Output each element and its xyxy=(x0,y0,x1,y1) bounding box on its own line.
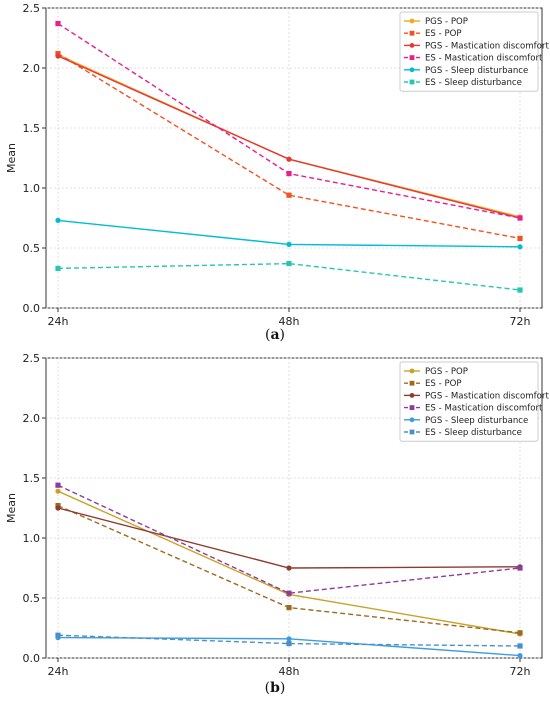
legend-box xyxy=(399,11,539,92)
series-line-2 xyxy=(57,53,521,240)
legend-label: ES - Mastication discomfort xyxy=(425,404,543,414)
series-6-point xyxy=(286,641,292,647)
legend-label: ES - Mastication discomfort xyxy=(425,54,543,64)
series-4-point xyxy=(517,215,523,221)
y-tick-label: 1.5 xyxy=(23,472,41,485)
legend-label: ES - POP xyxy=(425,29,462,39)
y-tick-label: 1.0 xyxy=(23,182,41,195)
legend-swatch-marker xyxy=(409,417,415,423)
legend-swatch-marker xyxy=(409,405,415,410)
series-6-point xyxy=(55,632,61,638)
legend-label: PGS - Sleep disturbance xyxy=(425,66,528,76)
legend-swatch-marker xyxy=(409,67,415,73)
series-5-point xyxy=(517,244,523,250)
legend-swatch-marker xyxy=(409,30,415,36)
series-6-point xyxy=(55,265,61,271)
caption-b: (b) xyxy=(264,680,286,696)
y-axis-label: Mean xyxy=(5,143,18,173)
legend-swatch-marker xyxy=(409,368,415,374)
legend-label: ES - Sleep disturbance xyxy=(425,78,522,88)
legend-label: ES - POP xyxy=(425,379,462,389)
legend-box xyxy=(399,361,539,442)
x-tick-label: 72h xyxy=(510,665,531,675)
series-4-point xyxy=(55,482,61,488)
x-tick-label: 72h xyxy=(510,315,531,325)
y-tick-label: 0.0 xyxy=(23,652,41,665)
series-3-point xyxy=(55,505,61,511)
series-line-6 xyxy=(57,634,521,647)
series-3-point xyxy=(286,156,292,162)
y-tick-label: 1.5 xyxy=(23,122,41,135)
series-5-point xyxy=(286,636,292,642)
legend-swatch-marker xyxy=(409,79,415,85)
y-tick-label: 0.5 xyxy=(23,592,41,605)
series-2-point xyxy=(286,605,292,611)
legend-label: PGS - POP xyxy=(425,367,468,377)
legend-label: PGS - POP xyxy=(425,17,468,27)
y-tick-label: 1.0 xyxy=(23,532,41,545)
legend-swatch-marker xyxy=(409,55,415,60)
legend-swatch-marker xyxy=(409,43,415,48)
series-1-point xyxy=(55,488,61,494)
legend-label: ES - Sleep disturbance xyxy=(425,428,522,438)
y-tick-label: 0.0 xyxy=(23,302,41,315)
x-tick-label: 48h xyxy=(279,665,300,675)
legend-label: PGS - Sleep disturbance xyxy=(425,416,528,426)
legend-swatch-marker xyxy=(409,18,415,24)
legend-label: PGS - Mastication discomfort xyxy=(425,41,549,51)
legend-swatch-marker xyxy=(409,429,415,435)
x-tick-label: 24h xyxy=(48,665,69,675)
x-tick-label: 24h xyxy=(48,315,69,325)
y-tick-label: 2.5 xyxy=(23,352,41,365)
series-4-point xyxy=(286,590,292,596)
y-axis-label: Mean xyxy=(5,493,18,523)
series-4-point xyxy=(55,21,61,27)
chart-a: 0.0 0.5 1.0 1.5 2.0 2.5 24h 48h 72h Mean PGS - POP… xyxy=(5,2,549,325)
legend-label: PGS - Mastication discomfort xyxy=(425,391,549,401)
x-tick-label: 48h xyxy=(279,315,300,325)
series-line-6 xyxy=(57,262,521,291)
legend-swatch-marker xyxy=(409,393,415,398)
series-3-point xyxy=(286,565,292,571)
series-5-point xyxy=(55,217,61,223)
series-2-point xyxy=(517,630,523,636)
series-5-point xyxy=(286,241,292,247)
y-tick-label: 2.0 xyxy=(23,412,41,425)
series-3-point xyxy=(55,53,61,59)
legend-swatch-marker xyxy=(409,380,415,386)
series-6-point xyxy=(517,287,523,293)
series-6-point xyxy=(286,261,292,267)
series-6-point xyxy=(517,643,523,649)
chart-b: 0.0 0.5 1.0 1.5 2.0 2.5 24h 48h 72h Mean PGS - POP… xyxy=(5,352,549,675)
series-2-point xyxy=(286,192,292,198)
y-tick-label: 0.5 xyxy=(23,242,41,255)
series-5-point xyxy=(517,653,523,659)
series-4-point xyxy=(286,171,292,177)
series-4-point xyxy=(517,565,523,571)
series-2-point xyxy=(517,235,523,241)
y-tick-label: 2.5 xyxy=(23,2,41,15)
y-tick-label: 2.0 xyxy=(23,62,41,75)
caption-a: (a) xyxy=(264,327,285,343)
